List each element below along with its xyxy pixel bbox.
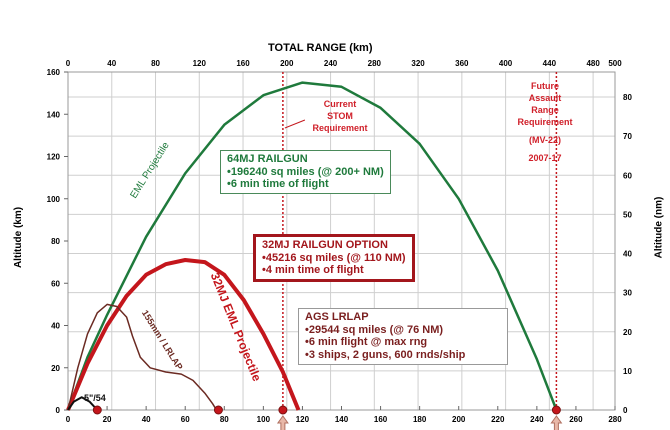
rail32-box: 32MJ RAILGUN OPTION •45216 sq miles (@ 1… [253,234,415,282]
right-axis-title: Altitude (nm) [653,196,665,259]
top-tick-label: 480 [586,59,600,68]
top-tick-label: 320 [411,59,425,68]
left-tick-label: 0 [56,406,61,415]
right-tick-label: 30 [623,289,632,298]
right-tick-label: 70 [623,132,632,141]
bottom-tick-label: 0 [66,415,71,424]
bottom-tick-label: 40 [142,415,151,424]
top-tick-label: 40 [107,59,116,68]
box-title: AGS LRLAP [305,311,369,323]
right-tick-label: 80 [623,93,632,102]
top-tick-label: 500 [608,59,622,68]
future-line: Requirement [517,117,573,127]
impact-point [278,405,288,415]
right-tick-label: 20 [623,328,632,337]
bottom-tick-label: 160 [374,415,388,424]
left-tick-label: 40 [51,322,60,331]
future-line: Range [531,105,559,115]
box-title: 64MJ RAILGUN [227,153,308,165]
future-line: Assault [528,93,562,103]
series-line-3 [67,396,99,411]
box-line: •6 min flight @ max rng [305,336,428,349]
right-tick-label: 40 [623,250,632,259]
bottom-tick-label: 180 [413,415,427,424]
box-title: 32MJ RAILGUN OPTION [262,239,388,251]
series-line-1 [66,258,301,411]
stom-annotation: Current STOM Requirement [305,98,375,134]
bottom-tick-label: 80 [220,415,229,424]
bottom-tick-label: 260 [569,415,583,424]
top-tick-label: 160 [236,59,250,68]
box-line: •45216 sq miles (@ 110 NM) [262,251,406,264]
right-tick-label: 50 [623,210,632,219]
top-axis-title: TOTAL RANGE (km) [268,42,373,54]
stom-line: Requirement [312,123,368,133]
bottom-tick-label: 280 [608,415,622,424]
left-tick-label: 120 [47,153,61,162]
left-tick-label: 80 [51,237,60,246]
future-annotation: Future Assault Range Requirement (MV-22)… [505,80,585,164]
series-label-5in54: 5"/54 [84,393,106,403]
impact-point [213,405,223,415]
bottom-tick-label: 220 [491,415,505,424]
right-tick-label: 10 [623,367,632,376]
left-axis-title: Altitude (km) [13,206,25,269]
stom-line: STOM [327,111,353,121]
top-tick-label: 440 [543,59,557,68]
rail64-box: 64MJ RAILGUN •196240 sq miles (@ 200+ NM… [220,150,391,194]
requirement-arrow [550,415,563,430]
bottom-tick-label: 60 [181,415,190,424]
requirement-arrow [276,415,289,430]
top-tick-label: 360 [455,59,469,68]
future-line: 2007-17 [528,153,562,163]
box-line: •6 min time of flight [227,178,329,191]
bottom-tick-label: 120 [296,415,310,424]
future-line: (MV-22) [528,135,561,145]
series-line-2 [67,303,218,411]
bottom-tick-label: 140 [335,415,349,424]
left-tick-label: 100 [47,195,61,204]
top-tick-label: 200 [280,59,294,68]
impact-point [92,405,102,415]
left-tick-label: 140 [47,110,61,119]
impact-point [551,405,561,415]
right-tick-label: 0 [623,406,628,415]
ags-box: AGS LRLAP •29544 sq miles (@ 76 NM) •6 m… [298,308,508,365]
bottom-tick-label: 200 [452,415,466,424]
top-tick-label: 240 [324,59,338,68]
box-line: •4 min time of flight [262,264,364,277]
top-tick-label: 0 [66,59,71,68]
stom-line: Current [323,99,357,109]
bottom-tick-label: 20 [103,415,112,424]
left-tick-label: 160 [47,68,61,77]
top-tick-label: 400 [499,59,513,68]
top-tick-label: 80 [151,59,160,68]
stom-pointer [284,119,306,129]
box-line: •3 ships, 2 guns, 600 rnds/ship [305,348,466,361]
left-tick-label: 60 [51,279,60,288]
top-tick-label: 280 [368,59,382,68]
bottom-tick-label: 100 [257,415,271,424]
box-line: •29544 sq miles (@ 76 NM) [305,323,444,336]
series-line-0 [66,81,558,411]
future-line: Future [531,81,559,91]
left-tick-label: 20 [51,364,60,373]
bottom-tick-label: 240 [530,415,544,424]
top-tick-label: 120 [193,59,207,68]
right-tick-label: 60 [623,171,632,180]
box-line: •196240 sq miles (@ 200+ NM) [227,165,384,178]
